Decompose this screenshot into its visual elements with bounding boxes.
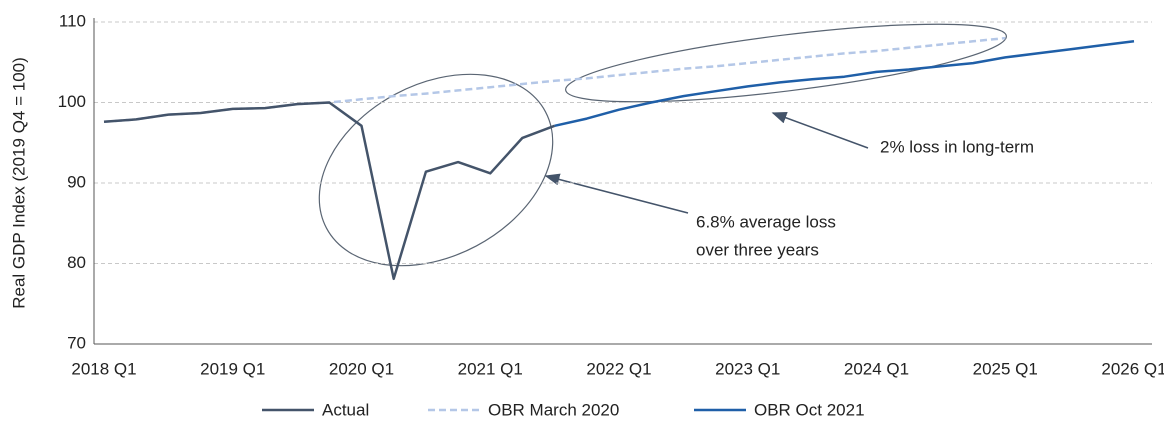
series-line [554, 40, 1135, 128]
x-tick-label: 2021 Q1 [458, 359, 523, 378]
arrow [771, 112, 869, 149]
x-tick-label: 2020 Q1 [329, 359, 394, 378]
x-tick-label: 2024 Q1 [844, 359, 909, 378]
y-tick-label: 80 [67, 253, 86, 272]
x-tick-label: 2022 Q1 [586, 359, 651, 378]
y-tick-label: 100 [58, 92, 86, 111]
y-tick-label: 110 [59, 11, 86, 30]
arrow [544, 173, 689, 214]
legend-label: Actual [322, 400, 369, 419]
series-line [103, 101, 556, 281]
annotation: 2% loss in long-term [880, 137, 1034, 156]
y-axis-title: Real GDP Index (2019 Q4 = 100) [9, 57, 28, 309]
legend-label: OBR Oct 2021 [754, 400, 865, 419]
x-tick-label: 2023 Q1 [715, 359, 780, 378]
legend-label: OBR March 2020 [488, 400, 619, 419]
x-tick-label: 2019 Q1 [200, 359, 265, 378]
highlight-ellipse [318, 73, 554, 267]
x-tick-label: 2025 Q1 [973, 359, 1038, 378]
x-tick-label: 2026 Q1 [1101, 359, 1164, 378]
annotation: over three years [696, 240, 819, 259]
y-tick-label: 90 [67, 172, 86, 191]
y-tick-label: 70 [67, 333, 86, 352]
series-line [103, 36, 1006, 124]
highlight-ellipse [565, 23, 1007, 103]
annotation: 6.8% average loss [696, 212, 836, 231]
x-tick-label: 2018 Q1 [71, 359, 136, 378]
